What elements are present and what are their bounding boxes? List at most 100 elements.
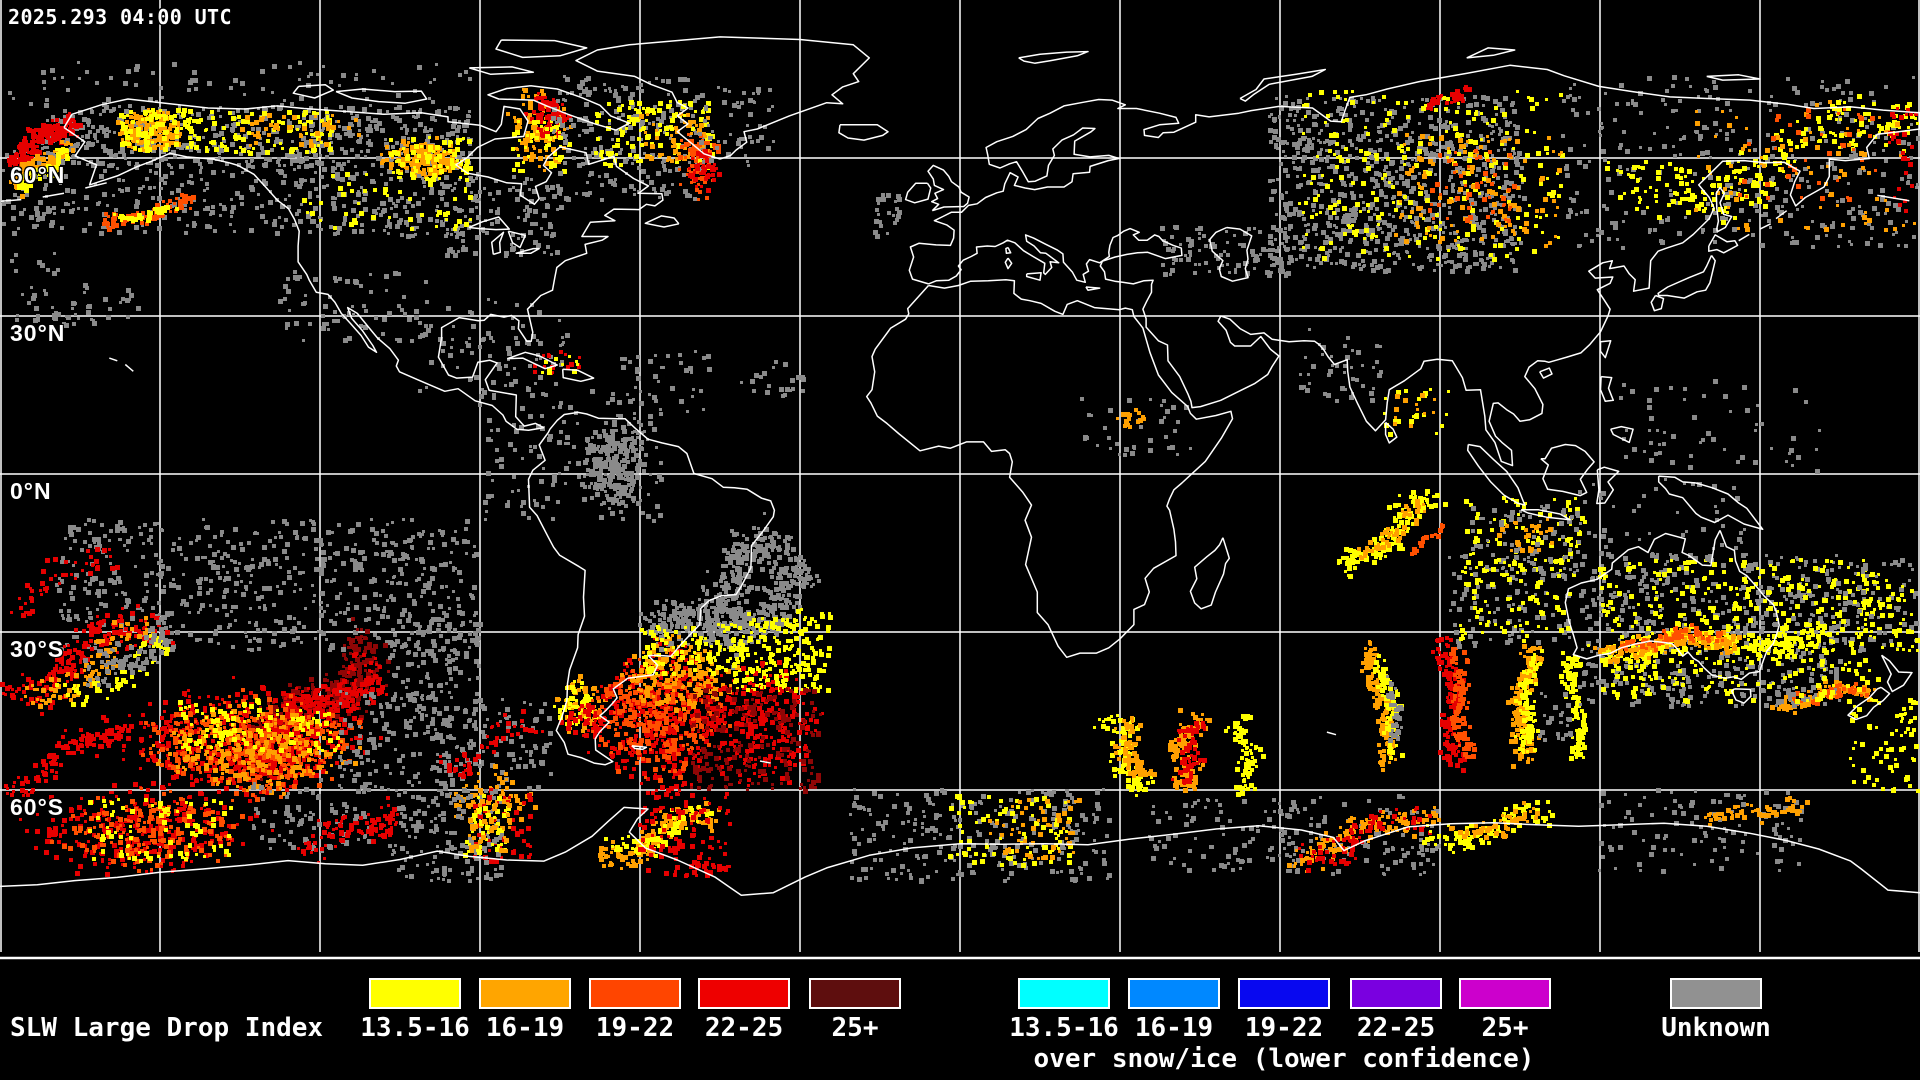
data-region-orange bbox=[639, 112, 712, 163]
data-region-gray bbox=[1268, 95, 1527, 274]
coastline bbox=[927, 164, 970, 212]
data-region-gray bbox=[1386, 675, 1404, 743]
legend-range-label: 25+ bbox=[1481, 1013, 1529, 1043]
coastline bbox=[1018, 50, 1089, 64]
legend-swatch-snow-ice bbox=[1350, 978, 1442, 1009]
data-region-yellow bbox=[594, 100, 715, 170]
data-region-red bbox=[688, 149, 722, 193]
data-region-yellow bbox=[175, 110, 334, 156]
data-region-yellow bbox=[541, 355, 579, 375]
legend-range-label: 25+ bbox=[831, 1013, 879, 1043]
data-region-gray bbox=[1538, 692, 1573, 742]
coastline bbox=[1208, 226, 1253, 282]
data-region-orange bbox=[240, 113, 361, 148]
data-region-orange bbox=[1449, 801, 1540, 840]
data-region-gray bbox=[1160, 225, 1296, 278]
coastline bbox=[527, 411, 776, 766]
coastline bbox=[1708, 234, 1739, 254]
data-region-gray bbox=[83, 613, 174, 688]
coastline bbox=[1599, 340, 1612, 359]
data-region-yellow bbox=[113, 205, 179, 223]
coastline bbox=[865, 278, 1234, 659]
data-region-gray bbox=[388, 788, 504, 883]
data-region-orangered bbox=[1449, 647, 1477, 759]
data-region-gray bbox=[1, 148, 333, 236]
data-region-yellow bbox=[1383, 388, 1450, 437]
data-region-orange bbox=[1116, 408, 1146, 429]
data-region-gray bbox=[1278, 794, 1441, 876]
data-region-yellow bbox=[1298, 90, 1565, 262]
coastline bbox=[515, 247, 540, 255]
legend-swatch-snow-ice bbox=[1018, 978, 1110, 1009]
coastline bbox=[469, 66, 535, 76]
coastlines bbox=[0, 36, 1920, 897]
data-region-gray bbox=[1559, 478, 1746, 561]
coastline bbox=[487, 85, 631, 131]
data-region-gray bbox=[849, 788, 1112, 884]
data-region-orangered bbox=[1410, 523, 1445, 556]
coastline bbox=[1610, 425, 1634, 444]
data-region-gray bbox=[638, 512, 797, 652]
data-region-yellow bbox=[463, 794, 511, 858]
data-region-orange bbox=[1357, 499, 1426, 560]
data-region-red bbox=[4, 715, 131, 797]
coastline bbox=[1715, 186, 1733, 233]
data-region-yellow bbox=[640, 623, 744, 677]
legend-range-label: 16-19 bbox=[1134, 1013, 1214, 1043]
data-region-orangered bbox=[678, 133, 721, 201]
data-region-yellow bbox=[178, 698, 340, 753]
data-region-gray bbox=[55, 518, 479, 654]
coastline bbox=[1759, 223, 1772, 230]
coastline bbox=[124, 363, 134, 372]
data-region-red bbox=[439, 709, 544, 779]
data-region-orange bbox=[988, 798, 1082, 860]
coastline bbox=[1466, 443, 1526, 506]
data-region-yellow bbox=[1559, 651, 1588, 761]
data-region-orange bbox=[1113, 716, 1157, 778]
coastline bbox=[759, 760, 771, 764]
data-region-gray bbox=[740, 360, 806, 398]
data-region-red bbox=[1171, 721, 1207, 785]
coastline bbox=[1650, 294, 1665, 312]
legend-swatch-clear-sky bbox=[369, 978, 461, 1009]
data-region-orange bbox=[1593, 627, 1742, 664]
data-region-red bbox=[10, 547, 120, 618]
coastline bbox=[0, 198, 22, 202]
data-region-yellow bbox=[389, 136, 473, 182]
legend-swatch-clear-sky bbox=[479, 978, 571, 1009]
coastline bbox=[1730, 688, 1752, 704]
data-region-orange bbox=[1393, 393, 1436, 428]
legend-swatch-clear-sky bbox=[589, 978, 681, 1009]
latitude-label: 30°N bbox=[10, 320, 66, 346]
coastline bbox=[1596, 466, 1620, 505]
data-region-gray bbox=[698, 543, 821, 670]
data-region-red bbox=[524, 92, 572, 138]
data-region-gray bbox=[1148, 798, 1300, 873]
data-region-yellow bbox=[17, 147, 70, 193]
coastline bbox=[1239, 68, 1327, 102]
latitude-label: 0°N bbox=[10, 478, 52, 504]
coastline bbox=[42, 192, 65, 198]
data-region-gray bbox=[440, 175, 564, 258]
data-region-gray bbox=[576, 414, 647, 514]
data-region-yellow bbox=[948, 794, 1073, 868]
data-region-yellow bbox=[1605, 94, 1919, 225]
legend-range-label: 13.5-16 bbox=[1009, 1013, 1119, 1043]
coastline bbox=[1004, 257, 1013, 270]
coastline bbox=[1738, 233, 1750, 242]
data-region-gray bbox=[430, 698, 553, 792]
data-region-gray bbox=[278, 270, 433, 343]
data-region-gray bbox=[698, 86, 775, 167]
data-region-gray bbox=[251, 778, 372, 853]
data-region-gray bbox=[550, 75, 706, 202]
data-region-gray bbox=[388, 618, 483, 703]
coastline bbox=[1599, 375, 1615, 403]
data-region-orangered bbox=[1428, 149, 1517, 223]
data-region-yellow bbox=[1849, 579, 1920, 652]
coastline bbox=[1564, 530, 1780, 681]
legend-range-label: 19-22 bbox=[595, 1013, 675, 1043]
coastline bbox=[0, 806, 1920, 897]
data-region-red bbox=[1426, 85, 1472, 111]
